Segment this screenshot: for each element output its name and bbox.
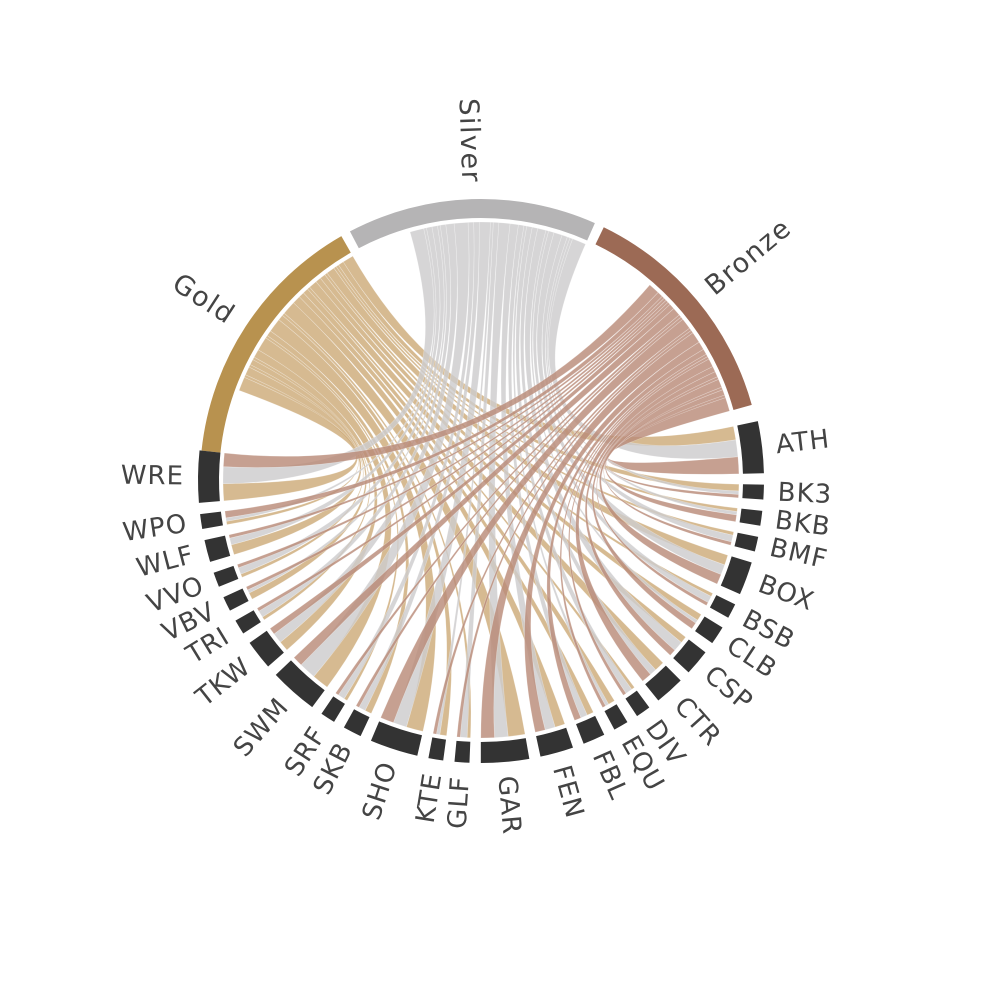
ribbon-gold-box bbox=[326, 267, 729, 566]
arc-bkb bbox=[739, 508, 763, 526]
arc-fbl bbox=[576, 715, 605, 744]
label-glf: GLF bbox=[443, 775, 476, 829]
ribbon-silver-tri bbox=[258, 224, 451, 618]
arc-clb bbox=[695, 616, 723, 644]
ribbon-silver-wpo bbox=[225, 227, 437, 522]
ribbon-bronze-equ bbox=[559, 353, 708, 708]
label-fen: FEN bbox=[546, 762, 589, 822]
ribbon-gold-skb bbox=[266, 330, 409, 714]
ribbon-bronze-div bbox=[568, 356, 710, 696]
ribbon-silver-tkw bbox=[273, 223, 458, 643]
arc-vvo bbox=[213, 565, 239, 587]
label-wre: WRE bbox=[121, 461, 185, 492]
arc-box bbox=[720, 556, 752, 595]
ribbon-bronze-box bbox=[599, 378, 723, 585]
ribbon-bronze-kte bbox=[432, 327, 692, 735]
label-ath: ATH bbox=[774, 424, 831, 460]
arc-tkw bbox=[249, 630, 284, 667]
ribbon-silver-fbl bbox=[507, 224, 588, 719]
arc-bsb bbox=[709, 595, 736, 618]
ribbon-silver-vbv bbox=[247, 224, 447, 594]
ribbon-silver-srf bbox=[337, 221, 475, 700]
arc-bk3 bbox=[742, 484, 764, 500]
ribbon-silver-bk3 bbox=[546, 237, 740, 495]
label-bk3: BK3 bbox=[777, 478, 833, 510]
ribbon-gold-kte bbox=[278, 314, 452, 737]
ribbon-bronze-tkw bbox=[269, 303, 675, 635]
arc-srf bbox=[321, 696, 345, 722]
ribbon-bronze-fen bbox=[524, 341, 704, 733]
ribbon-bronze-tri bbox=[256, 301, 671, 612]
ribbon-silver-wlf bbox=[229, 226, 441, 546]
label-silver: Silver bbox=[453, 98, 487, 184]
arc-silver bbox=[349, 198, 595, 249]
label-bronze: Bronze bbox=[699, 212, 798, 301]
arc-csp bbox=[673, 639, 706, 673]
arc-sho bbox=[370, 721, 423, 756]
ribbon-gold-div bbox=[307, 286, 635, 690]
ribbon-bronze-srf bbox=[335, 314, 682, 696]
label-bkb: BKB bbox=[773, 505, 832, 542]
ribbon-silver-equ bbox=[512, 225, 610, 707]
ribbon-silver-vvo bbox=[237, 225, 445, 575]
ribbon-silver-gar bbox=[488, 222, 511, 738]
ribbon-silver-wre bbox=[222, 228, 435, 485]
arc-bmf bbox=[734, 532, 759, 552]
arc-glf bbox=[454, 740, 471, 763]
ribbon-bronze-skb bbox=[355, 316, 684, 708]
ribbon-bronze-wlf bbox=[228, 295, 665, 539]
ribbon-bronze-bsb bbox=[596, 376, 719, 606]
ribbon-bronze-wpo bbox=[224, 291, 663, 519]
arc-gar bbox=[480, 738, 530, 763]
ribbon-silver-kte bbox=[436, 221, 494, 736]
label-sho: SHO bbox=[357, 758, 404, 824]
arc-ath bbox=[737, 421, 764, 474]
ribbon-bronze-swm bbox=[293, 308, 680, 666]
arc-wpo bbox=[200, 511, 223, 529]
label-swm: SWM bbox=[228, 692, 295, 763]
ribbon-bronze-glf bbox=[456, 330, 694, 738]
ribbon-bronze-csp bbox=[584, 366, 716, 656]
ribbon-silver-bmf bbox=[542, 234, 734, 543]
arc-kte bbox=[428, 737, 447, 761]
ribbon-bronze-clb bbox=[591, 371, 718, 630]
chord-ribbons bbox=[222, 221, 740, 739]
ribbon-gold-vbv bbox=[248, 359, 367, 600]
ribbon-bronze-gar bbox=[480, 332, 700, 739]
ribbon-gold-csp bbox=[315, 277, 687, 643]
ribbon-silver-csp bbox=[524, 227, 682, 651]
arc-skb bbox=[343, 709, 370, 737]
chord-arcs bbox=[197, 198, 764, 763]
label-gar: GAR bbox=[491, 775, 526, 836]
arc-wlf bbox=[204, 535, 231, 562]
arc-fen bbox=[536, 727, 573, 757]
ribbon-bronze-vvo bbox=[236, 297, 667, 569]
arc-ctr bbox=[645, 665, 681, 701]
arc-swm bbox=[275, 660, 325, 708]
ribbon-bronze-wre bbox=[223, 284, 659, 468]
ribbon-silver-swm bbox=[300, 222, 470, 677]
ribbon-silver-sho bbox=[393, 221, 491, 728]
arc-vbv bbox=[223, 588, 249, 611]
ribbon-bronze-vbv bbox=[245, 299, 669, 591]
ribbon-gold-srf bbox=[265, 335, 399, 701]
ribbon-bronze-sho bbox=[380, 318, 690, 724]
label-gold: Gold bbox=[167, 268, 241, 331]
ribbon-bronze-ctr bbox=[575, 358, 714, 682]
arc-bronze bbox=[595, 227, 752, 410]
arc-gold bbox=[201, 236, 351, 453]
arc-tri bbox=[235, 610, 261, 634]
ribbon-bronze-fbl bbox=[546, 348, 707, 721]
arc-div bbox=[625, 690, 650, 717]
arc-equ bbox=[604, 704, 628, 730]
arc-wre bbox=[197, 450, 221, 503]
